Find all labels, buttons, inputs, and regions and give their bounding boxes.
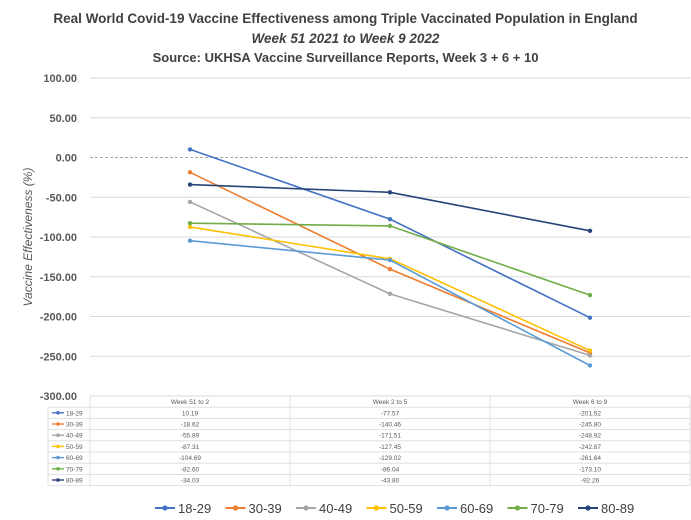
y-axis-label: Vaccine Effectiveness (%) — [21, 168, 35, 307]
table-cell-value: -245.80 — [579, 422, 601, 429]
table-cell-value: -82.60 — [181, 466, 200, 473]
data-point-18-29 — [387, 216, 393, 222]
table-cell-value: -77.57 — [381, 410, 400, 417]
legend-label-50-59: 50-59 — [390, 501, 423, 516]
x-category-label: Week 51 to 2 — [171, 399, 210, 406]
legend-marker-60-69 — [444, 505, 450, 511]
table-series-name: 80-89 — [66, 478, 83, 485]
y-tick-label: 50.00 — [49, 113, 77, 125]
data-point-80-89 — [187, 182, 193, 187]
legend-label-60-69: 60-69 — [460, 501, 493, 516]
data-point-30-39 — [387, 266, 393, 272]
table-legend-marker-60-69 — [56, 455, 60, 460]
x-category-label: Week 2 to 5 — [373, 399, 408, 406]
table-cell-value: -242.87 — [579, 444, 601, 451]
y-tick-label: 0.00 — [56, 153, 77, 165]
table-legend-marker-50-59 — [56, 444, 60, 449]
table-cell-value: -127.45 — [379, 444, 401, 451]
table-cell-value: -43.80 — [381, 478, 400, 485]
data-point-60-69 — [387, 257, 393, 263]
table-series-name: 70-79 — [66, 466, 83, 473]
data-point-40-49 — [387, 291, 393, 297]
table-cell-value: -129.02 — [379, 455, 401, 462]
data-point-70-79 — [387, 223, 393, 229]
legend-marker-70-79 — [514, 505, 521, 511]
y-tick-label: -300.00 — [40, 391, 77, 403]
y-tick-label: -250.00 — [40, 351, 77, 363]
data-point-50-59 — [587, 348, 593, 353]
table-cell-value: -140.46 — [379, 422, 401, 429]
table-legend-marker-30-39 — [56, 422, 60, 426]
table-cell-value: -87.31 — [181, 444, 200, 451]
table-series-name: 18-29 — [66, 410, 83, 417]
table-series-name: 50-59 — [66, 444, 83, 451]
data-point-18-29 — [587, 315, 593, 320]
table-cell-value: -201.52 — [579, 410, 601, 417]
table-cell-value: -261.64 — [579, 455, 601, 462]
data-point-18-29 — [187, 147, 193, 152]
series-line-30-39 — [189, 171, 591, 354]
legend-label-40-49: 40-49 — [319, 501, 352, 516]
table-cell-value: 10.19 — [182, 410, 199, 417]
y-tick-label: -200.00 — [40, 312, 77, 324]
legend-marker-40-49 — [303, 505, 309, 511]
legend-marker-30-39 — [232, 505, 239, 511]
table-series-name: 40-49 — [66, 433, 83, 440]
data-point-70-79 — [587, 292, 593, 298]
table-legend-marker-70-79 — [56, 467, 60, 471]
table-cell-value: -86.04 — [381, 466, 400, 473]
table-legend-marker-80-89 — [56, 478, 60, 482]
data-point-60-69 — [587, 363, 593, 368]
data-point-50-59 — [187, 224, 193, 230]
table-series-name: 30-39 — [66, 422, 83, 429]
chart-subtitle: Week 51 2021 to Week 9 2022 — [251, 31, 440, 46]
table-cell-value: -18.62 — [181, 422, 200, 429]
data-point-30-39 — [187, 170, 193, 175]
table-cell-value: -104.69 — [179, 455, 201, 462]
legend-label-70-79: 70-79 — [531, 501, 564, 516]
data-point-70-79 — [187, 220, 193, 226]
x-category-label: Week 6 to 9 — [573, 399, 608, 406]
y-tick-label: 100.00 — [43, 73, 77, 85]
data-point-60-69 — [187, 238, 193, 243]
legend-label-18-29: 18-29 — [178, 501, 211, 516]
y-tick-label: -100.00 — [40, 232, 77, 244]
table-legend-marker-18-29 — [56, 411, 60, 415]
table-legend-marker-40-49 — [56, 433, 60, 438]
data-point-80-89 — [587, 228, 593, 234]
table-cell-value: -248.92 — [579, 433, 601, 440]
chart-title: Real World Covid-19 Vaccine Effectivenes… — [53, 11, 638, 26]
legend-marker-50-59 — [373, 505, 380, 511]
data-point-80-89 — [387, 190, 393, 195]
table-cell-value: -173.10 — [579, 466, 601, 473]
legend-label-80-89: 80-89 — [601, 501, 634, 516]
legend-label-30-39: 30-39 — [249, 501, 282, 516]
table-cell-value: -55.89 — [181, 433, 200, 440]
table-cell-value: -34.03 — [181, 478, 200, 485]
data-point-40-49 — [587, 353, 593, 358]
table-cell-value: -92.26 — [581, 478, 600, 485]
legend-marker-80-89 — [585, 505, 591, 511]
table-cell-value: -171.51 — [379, 433, 401, 440]
chart-source: Source: UKHSA Vaccine Surveillance Repor… — [152, 50, 539, 65]
y-tick-label: -150.00 — [40, 272, 77, 284]
table-series-name: 60-69 — [66, 455, 83, 462]
data-point-40-49 — [187, 199, 193, 205]
legend-marker-18-29 — [162, 505, 168, 511]
y-tick-label: -50.00 — [46, 192, 77, 204]
